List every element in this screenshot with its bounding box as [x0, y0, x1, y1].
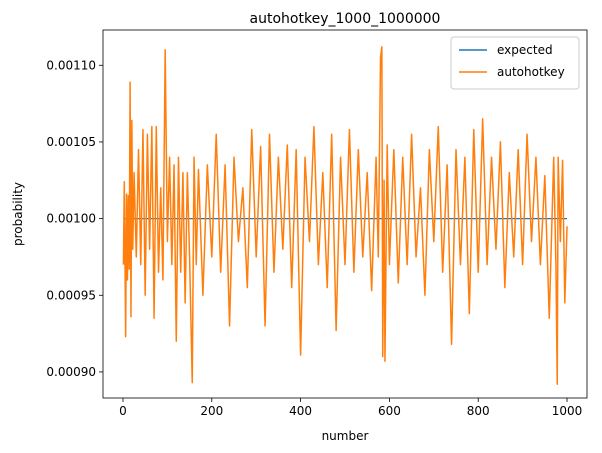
plot-frame [102, 29, 588, 399]
series-line-autohotkey [122, 46, 568, 385]
y-tick-label: 0.00110 [46, 58, 96, 72]
x-axis-label: number [322, 429, 369, 443]
legend-label-expected: expected [497, 43, 553, 57]
x-tick-label: 800 [467, 404, 490, 418]
plot-area [122, 46, 568, 385]
x-tick-label: 200 [200, 404, 223, 418]
chart-title: autohotkey_1000_1000000 [250, 11, 441, 27]
y-tick-label: 0.00100 [46, 212, 96, 226]
y-tick-label: 0.00095 [46, 288, 96, 302]
x-tick-label: 600 [378, 404, 401, 418]
y-tick-label: 0.00105 [46, 135, 96, 149]
x-tick-label: 1000 [552, 404, 583, 418]
axes: 0 200 400 600 800 1000 0.00090 0.00095 0.00100 0.… [46, 29, 588, 418]
legend-label-autohotkey: autohotkey [497, 65, 565, 79]
legend: expected autohotkey [450, 36, 580, 90]
x-tick-label: 400 [289, 404, 312, 418]
y-axis-label: probability [11, 182, 25, 246]
y-tick-label: 0.00090 [46, 365, 96, 379]
x-tick-label: 0 [119, 404, 127, 418]
